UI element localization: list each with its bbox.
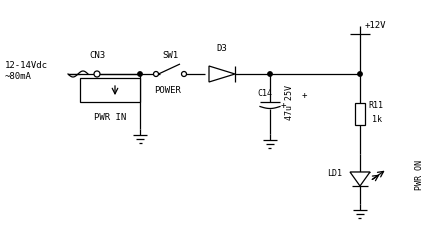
Text: PWR IN: PWR IN (94, 113, 126, 122)
Polygon shape (209, 67, 235, 83)
Text: SW1: SW1 (162, 50, 178, 59)
Text: +12V: +12V (365, 20, 387, 29)
Circle shape (358, 73, 362, 77)
Polygon shape (350, 172, 370, 186)
Circle shape (138, 73, 142, 77)
Circle shape (153, 72, 158, 77)
Text: +: + (281, 101, 286, 110)
Text: 47u 25V: 47u 25V (285, 84, 294, 119)
Text: PWR ON: PWR ON (416, 159, 425, 189)
Circle shape (268, 73, 272, 77)
Text: C14: C14 (257, 88, 272, 97)
Bar (80, 79, 140, 103)
Circle shape (94, 72, 100, 78)
Text: CN3: CN3 (89, 50, 105, 59)
Text: LD1: LD1 (327, 168, 342, 177)
Text: 12-14Vdc: 12-14Vdc (5, 60, 48, 69)
Text: ~80mA: ~80mA (5, 71, 32, 80)
Bar (355, 104, 365, 125)
Circle shape (182, 72, 186, 77)
Text: D3: D3 (217, 43, 227, 52)
Text: 1k: 1k (372, 115, 382, 124)
Text: R11: R11 (368, 100, 383, 109)
Text: POWER: POWER (155, 85, 182, 94)
Text: +: + (302, 90, 307, 99)
